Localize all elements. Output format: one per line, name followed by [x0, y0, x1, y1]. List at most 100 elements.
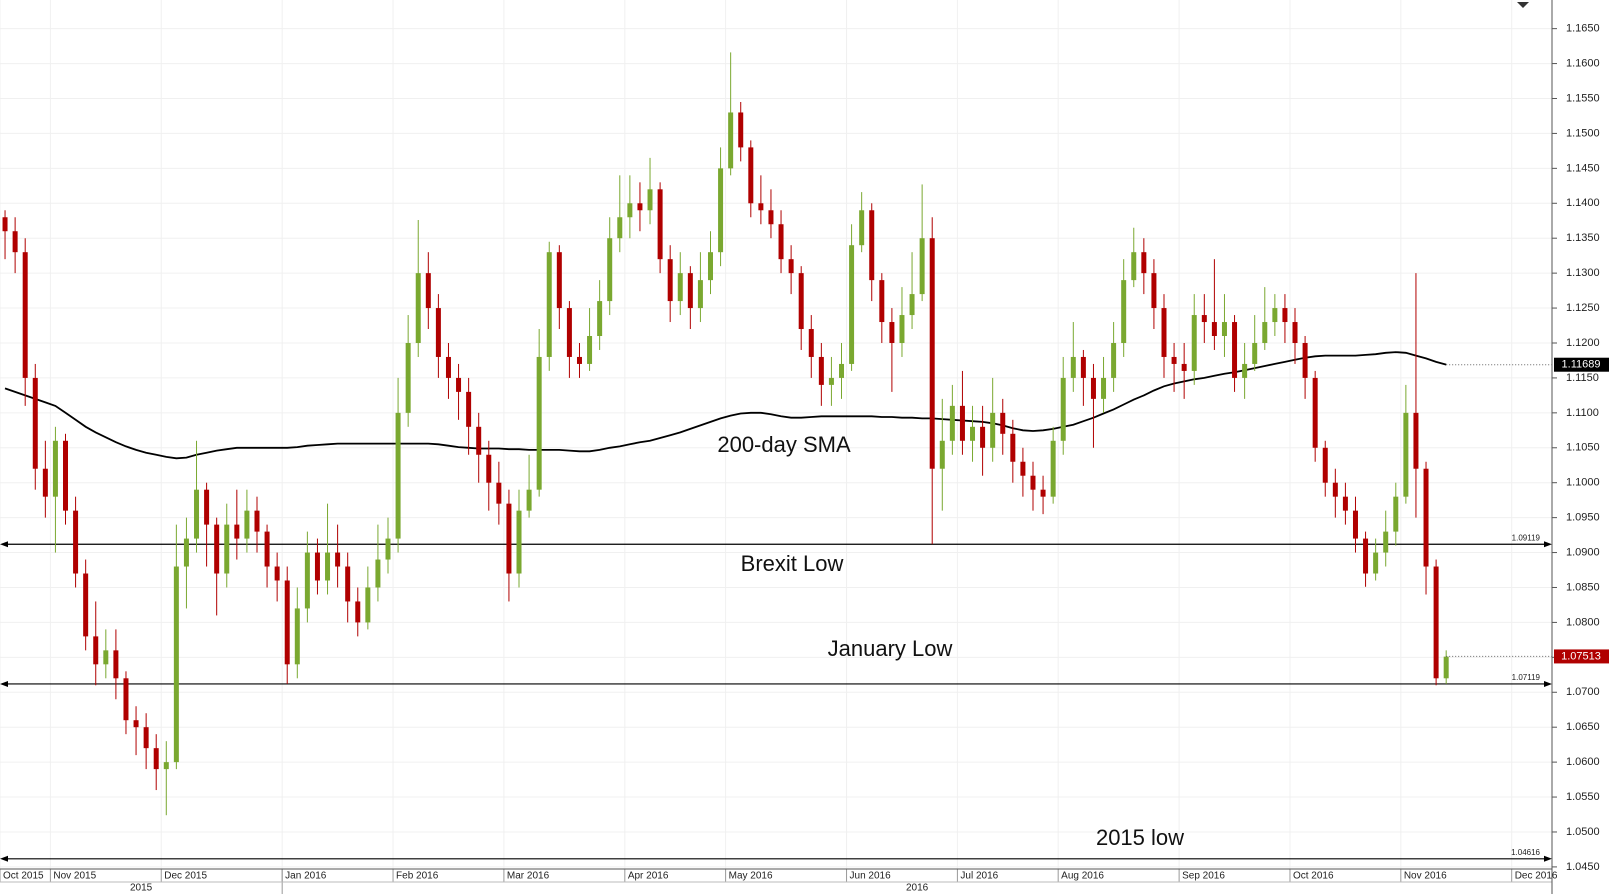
candle-body: [516, 510, 522, 574]
x-tick-label: Apr 2016: [628, 871, 669, 882]
candle-body: [808, 329, 814, 357]
candle-body: [42, 468, 48, 497]
candle-body: [214, 524, 220, 574]
level-value: 1.07119: [1512, 673, 1541, 682]
candle-body: [1141, 252, 1147, 274]
candle-body: [325, 552, 331, 581]
candle-body: [1272, 308, 1278, 323]
candle-body: [496, 482, 502, 504]
candle-body: [1070, 356, 1076, 378]
candle-body: [526, 489, 532, 511]
sma-line: [4, 351, 1447, 460]
candle-body: [1302, 342, 1308, 378]
candle-body: [143, 727, 149, 749]
candle-body: [183, 538, 189, 567]
candle-body: [1181, 363, 1187, 371]
candle-body: [224, 524, 230, 574]
candle-body: [738, 112, 744, 148]
candle-body: [859, 210, 865, 246]
candle-body: [849, 245, 855, 364]
level-arrow: [1544, 855, 1552, 862]
candle-body: [1373, 552, 1379, 574]
x-tick-label: Nov 2016: [1404, 871, 1447, 882]
candle-body: [1221, 322, 1227, 337]
level-arrow: [0, 680, 8, 687]
candle-body: [748, 147, 754, 204]
candle-body: [1080, 356, 1086, 378]
candle-body: [1010, 433, 1016, 462]
y-tick-label: 1.0900: [1566, 546, 1600, 558]
menu-arrow[interactable]: [1517, 2, 1529, 8]
candle-body: [415, 273, 421, 343]
candle-body: [103, 650, 109, 665]
price-tag: [1554, 649, 1609, 664]
candle-body: [959, 405, 965, 441]
candle-body: [1232, 322, 1238, 378]
candle-body: [536, 356, 542, 490]
candle-body: [617, 217, 623, 239]
candle-body: [83, 573, 89, 637]
candle-body: [728, 112, 734, 169]
candle-body: [1050, 440, 1056, 497]
candle-body: [1060, 377, 1066, 441]
candle-body: [405, 342, 411, 413]
y-tick-label: 1.1150: [1566, 372, 1599, 384]
candle-body: [1111, 342, 1117, 378]
y-tick-label: 1.1350: [1566, 232, 1600, 244]
y-tick-label: 1.0500: [1566, 826, 1600, 838]
candle-body: [1090, 377, 1096, 399]
candle-body: [375, 559, 381, 588]
candle-body: [254, 510, 260, 532]
x-tick-label: Dec 2016: [1515, 871, 1558, 882]
candle-body: [163, 762, 169, 770]
y-tick-label: 1.1400: [1566, 197, 1600, 209]
y-tick-label: 1.1200: [1566, 337, 1600, 349]
candle-body: [1282, 308, 1288, 323]
candle-body: [949, 405, 955, 441]
candle-body: [173, 566, 179, 763]
candle-body: [355, 601, 361, 623]
sma-annotation: 200-day SMA: [717, 432, 851, 457]
candle-body: [486, 454, 492, 483]
candle-body: [1201, 315, 1207, 323]
candle-body: [1342, 496, 1348, 511]
level-arrow: [1544, 541, 1552, 548]
y-tick-label: 1.1450: [1566, 162, 1600, 174]
candle-body: [798, 273, 804, 330]
candle-body: [1443, 656, 1449, 679]
candle-body: [1030, 475, 1036, 490]
y-tick-label: 1.1500: [1566, 127, 1600, 139]
candle-body: [879, 280, 885, 323]
x-tick-label: Feb 2016: [396, 871, 439, 882]
level-arrow: [0, 855, 8, 862]
candle-body: [718, 168, 724, 253]
level-value: 1.09119: [1512, 533, 1541, 542]
x-tick-label: Jan 2016: [285, 871, 327, 882]
candle-body: [758, 203, 764, 211]
candle-body: [576, 356, 582, 364]
candle-body: [12, 231, 18, 253]
x-tick-label: Oct 2016: [1293, 871, 1334, 882]
candle-body: [637, 203, 643, 211]
candle-body: [204, 489, 210, 525]
y-tick-label: 1.0850: [1566, 581, 1600, 593]
candle-body: [970, 426, 976, 441]
y-tick-label: 1.1250: [1566, 302, 1600, 314]
x-tick-label: Aug 2016: [1061, 871, 1104, 882]
x-tick-label: Nov 2015: [53, 871, 96, 882]
candle-body: [506, 503, 512, 574]
y-tick-label: 1.0700: [1566, 686, 1600, 698]
candle-body: [707, 252, 713, 281]
x-tick-label: Sep 2016: [1182, 871, 1225, 882]
candle-body: [627, 203, 633, 218]
candle-body: [1131, 252, 1137, 281]
candle-body: [395, 412, 401, 539]
candle-body: [818, 356, 824, 385]
candle-body: [939, 440, 945, 469]
candle-body: [1393, 496, 1399, 532]
candle-body: [1171, 356, 1177, 364]
candle-body: [314, 552, 320, 581]
candle-body: [63, 440, 69, 511]
